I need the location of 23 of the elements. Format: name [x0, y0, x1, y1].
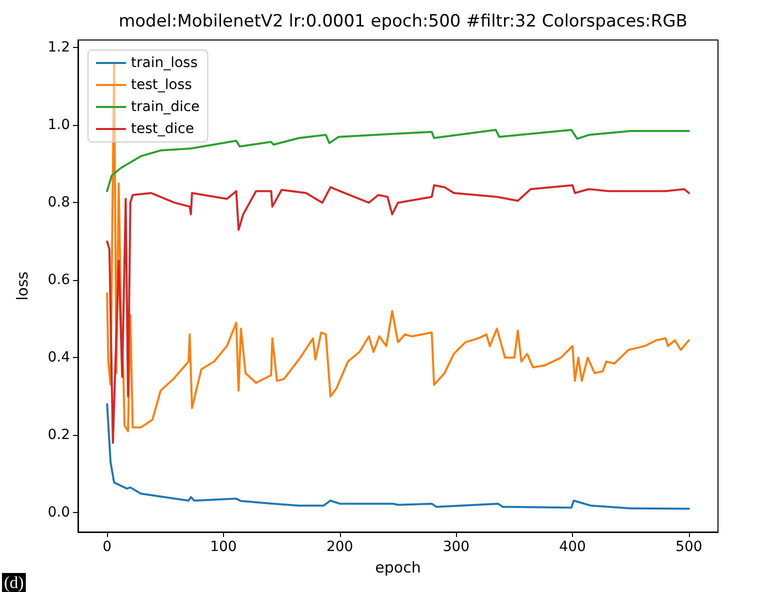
- legend-label: test_dice: [131, 121, 194, 137]
- x-tick-label: 500: [676, 539, 702, 555]
- x-tick-label: 400: [559, 539, 586, 555]
- y-tick-label: 0.2: [48, 427, 70, 444]
- x-tick-label: 0: [102, 539, 112, 555]
- legend-label: train_dice: [131, 99, 200, 115]
- y-tick-label: 1.2: [48, 40, 70, 56]
- line-series: [106, 403, 690, 510]
- legend-label: train_loss: [131, 55, 198, 71]
- x-axis-title: epoch: [375, 558, 421, 576]
- y-tick-label: 0.0: [48, 504, 70, 521]
- x-tick-label: 200: [326, 539, 354, 555]
- line-series: [106, 184, 690, 444]
- text: (d): [4, 573, 24, 592]
- chart-title: model:MobilenetV2 lr:0.0001 epoch:500 #filtr:32 Colorspaces:RGB: [118, 12, 688, 32]
- y-tick-label: 0.4: [48, 350, 70, 366]
- y-tick-label: 0.6: [48, 272, 70, 288]
- y-tick-label: 1.0: [48, 117, 70, 134]
- y-tick-label: 0.8: [48, 194, 70, 211]
- legend-label: test_loss: [131, 77, 192, 93]
- y-axis-title: loss: [14, 271, 32, 300]
- x-tick-label: 100: [210, 539, 237, 555]
- x-tick-label: 300: [442, 539, 470, 555]
